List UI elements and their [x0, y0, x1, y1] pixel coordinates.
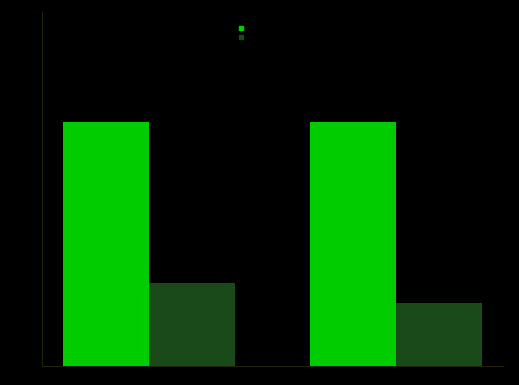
Bar	[149, 283, 236, 366]
Bar	[62, 122, 149, 366]
Legend: , : ,	[239, 26, 244, 40]
Bar	[396, 303, 483, 366]
Bar	[309, 122, 396, 366]
